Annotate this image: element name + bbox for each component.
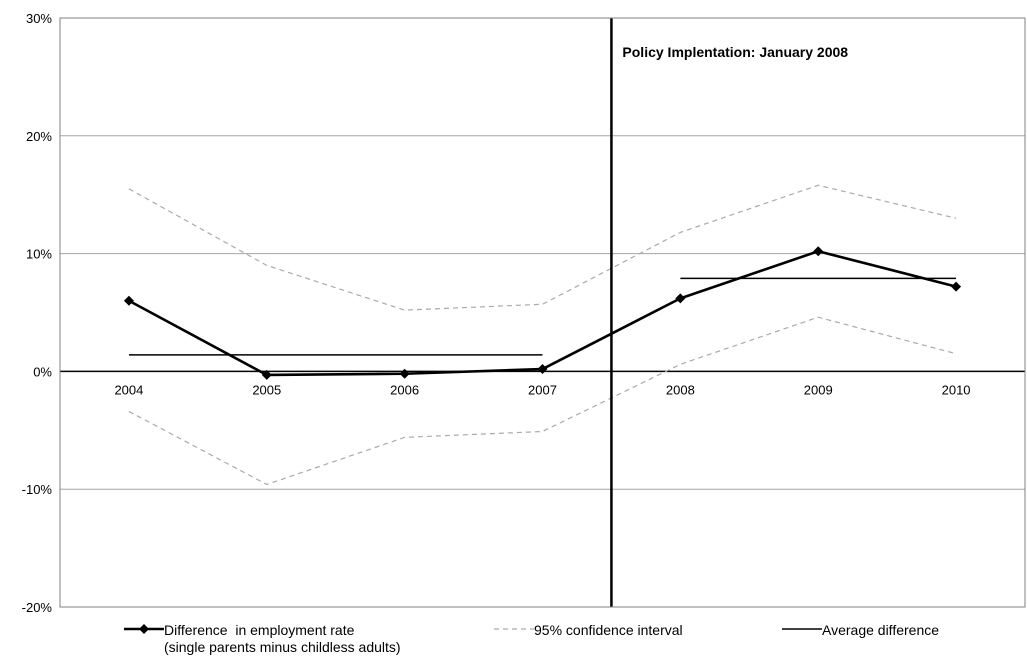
y-tick-label: -10% [22,482,53,497]
legend-label-confidence-interval: 95% confidence interval [534,622,683,638]
x-tick-label: 2005 [252,382,281,397]
x-tick-label: 2009 [804,382,833,397]
confidence-interval-lines [128,184,957,486]
legend-swatch-confidence-interval [494,628,534,630]
data-point-marker [951,281,962,292]
y-tick-label: 10% [26,247,52,262]
legend-label-difference-line2: (single parents minus childless adults) [164,639,401,655]
legend-swatch-average-difference [782,628,822,630]
legend-item-average-difference: Average difference [782,622,939,639]
x-tick-label: 2006 [390,382,419,397]
data-point-marker [123,295,134,306]
legend-label-difference: Difference in employment rate [164,622,355,638]
plot-area-border [59,17,1026,608]
legend-label-average-difference: Average difference [822,622,940,638]
y-tick-label: 30% [26,11,52,26]
ci-upper-line [128,184,957,311]
x-tick-label: 2007 [528,382,557,397]
data-point-marker [399,368,410,379]
legend-item-confidence-interval: 95% confidence interval [494,622,683,639]
ci-lower-line [128,316,957,486]
y-tick-label: 0% [33,364,52,379]
difference-line [128,249,957,377]
y-axis-ticks: -20% -10% 0% 10% 20% 30% [22,11,53,615]
data-point-marker [537,364,548,375]
data-point-marker [675,293,686,304]
policy-marker: Policy Implentation: January 2008 [610,18,848,607]
gridlines [60,17,1025,608]
legend-item-difference: Difference in employment rate (single pa… [124,622,401,656]
x-axis-ticks: 2004 2005 2006 2007 2008 2009 2010 [114,382,970,397]
x-tick-label: 2010 [942,382,971,397]
y-tick-label: 20% [26,129,52,144]
y-tick-label: -20% [22,600,53,615]
legend-swatch-difference [124,624,164,634]
data-point-marker [261,369,272,380]
policy-annotation: Policy Implentation: January 2008 [622,44,848,60]
data-point-marker [813,246,824,257]
x-tick-label: 2004 [114,382,143,397]
difference-series [123,246,962,380]
x-tick-label: 2008 [666,382,695,397]
average-difference-lines [128,277,957,356]
line-chart: -20% -10% 0% 10% 20% 30% 2004 2005 2006 2007 2008… [22,11,1026,615]
legend: Difference in employment rate (single pa… [0,622,1027,662]
